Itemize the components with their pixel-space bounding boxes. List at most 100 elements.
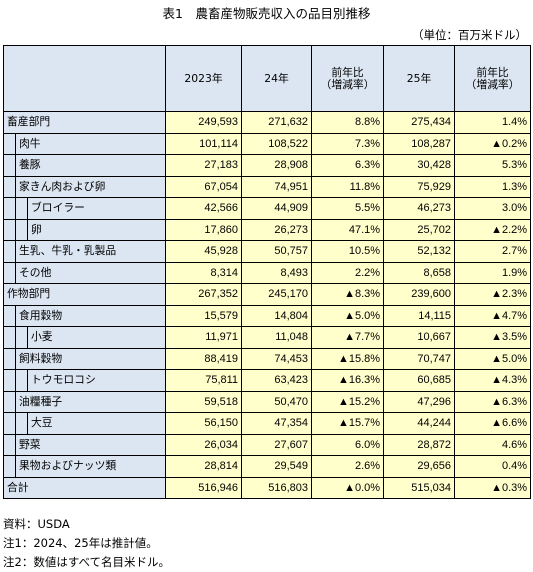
row-label: 肉牛	[14, 132, 167, 155]
cell-growth-25: ▲2.3%	[454, 283, 532, 306]
cell-growth-24: 6.0%	[311, 433, 385, 456]
row-label: 作物部門	[2, 283, 167, 306]
cell-growth-24: 11.8%	[311, 175, 385, 198]
row-label: その他	[14, 261, 167, 284]
cell-growth-25: 1.4%	[454, 111, 532, 134]
cell-2023: 101,114	[165, 132, 243, 155]
header-25: 25年	[383, 45, 456, 112]
indent-cell	[15, 369, 28, 392]
cell-growth-24: ▲8.3%	[311, 283, 385, 306]
cell-2023: 249,593	[165, 111, 243, 134]
cell-growth-25: 5.3%	[454, 154, 532, 177]
cell-growth-24: 7.3%	[311, 132, 385, 155]
row-label: 畜産部門	[2, 111, 167, 134]
cell-growth-24: ▲15.7%	[311, 412, 385, 435]
cell-growth-24: 47.1%	[311, 218, 385, 241]
cell-24: 108,522	[241, 132, 313, 155]
table-row: その他 8,314 8,493 2.2% 8,658 1.9%	[3, 261, 532, 284]
cell-2023: 26,034	[165, 433, 243, 456]
indent-cell	[15, 218, 28, 241]
cell-25: 44,244	[383, 412, 456, 435]
cell-2023: 11,971	[165, 326, 243, 349]
cell-25: 30,428	[383, 154, 456, 177]
cell-24: 245,170	[241, 283, 313, 306]
row-label: 生乳、牛乳・乳製品	[14, 240, 167, 263]
table-row: 果物およびナッツ類 28,814 29,549 2.6% 29,656 0.4%	[3, 455, 532, 478]
cell-24: 44,909	[241, 197, 313, 220]
table-row: 小麦 11,971 11,048 ▲7.7% 10,667 ▲3.5%	[3, 326, 532, 349]
table-row: 作物部門 267,352 245,170 ▲8.3% 239,600 ▲2.3%	[2, 283, 532, 306]
cell-25: 275,434	[383, 111, 456, 134]
row-label: 合計	[2, 476, 167, 499]
row-label: 家きん肉および卵	[14, 175, 167, 198]
header-growth-25: 前年比 （増減率）	[454, 45, 532, 112]
indent-cell	[3, 218, 16, 241]
cell-2023: 27,183	[165, 154, 243, 177]
cell-growth-24: 5.5%	[311, 197, 385, 220]
cell-growth-25: ▲0.2%	[454, 132, 532, 155]
header-2023: 2023年	[165, 45, 243, 112]
cell-2023: 15,579	[165, 304, 243, 327]
cell-growth-24: 10.5%	[311, 240, 385, 263]
table-row: 畜産部門 249,593 271,632 8.8% 275,434 1.4%	[2, 111, 532, 134]
indent-cell	[3, 261, 16, 284]
header-row: 2023年 24年 前年比 （増減率） 25年 前年比 （増減率）	[2, 45, 532, 112]
cell-2023: 67,054	[165, 175, 243, 198]
cell-25: 47,296	[383, 390, 456, 413]
indent-cell	[3, 390, 16, 413]
unit-label: （単位：百万米ドル）	[412, 28, 527, 42]
table-row-total: 合計 516,946 516,803 ▲0.0% 515,034 ▲0.3%	[2, 476, 532, 499]
indent-cell	[3, 175, 16, 198]
cell-24: 271,632	[241, 111, 313, 134]
cell-growth-25: ▲3.5%	[454, 326, 532, 349]
cell-24: 14,804	[241, 304, 313, 327]
indent-cell	[3, 455, 16, 478]
header-growth-24: 前年比 （増減率）	[311, 45, 385, 112]
table-row: 大豆 56,150 47,354 ▲15.7% 44,244 ▲6.6%	[3, 412, 532, 435]
header-24: 24年	[241, 45, 313, 112]
cell-growth-25: 3.0%	[454, 197, 532, 220]
cell-24: 47,354	[241, 412, 313, 435]
row-label: 油糧種子	[14, 390, 167, 413]
cell-growth-24: 2.2%	[311, 261, 385, 284]
cell-growth-24: ▲7.7%	[311, 326, 385, 349]
table-row: 生乳、牛乳・乳製品 45,928 50,757 10.5% 52,132 2.7…	[3, 240, 532, 263]
table-row: 卵 17,860 26,273 47.1% 25,702 ▲2.2%	[3, 218, 532, 241]
indent-cell	[15, 326, 28, 349]
cell-2023: 59,518	[165, 390, 243, 413]
cell-25: 70,747	[383, 347, 456, 370]
cell-25: 60,685	[383, 369, 456, 392]
indent-cell	[3, 240, 16, 263]
cell-25: 515,034	[383, 476, 456, 499]
cell-25: 108,287	[383, 132, 456, 155]
cell-25: 25,702	[383, 218, 456, 241]
row-label: 卵	[26, 218, 167, 241]
indent-cell	[3, 433, 16, 456]
table-row: トウモロコシ 75,811 63,423 ▲16.3% 60,685 ▲4.3%	[3, 369, 532, 392]
cell-25: 29,656	[383, 455, 456, 478]
cell-2023: 17,860	[165, 218, 243, 241]
cell-growth-25: 2.7%	[454, 240, 532, 263]
note-1: 注1：2024、25年は推計値。	[3, 536, 158, 550]
note-2: 注2：数値はすべて名目米ドル。	[3, 555, 171, 569]
source-note: 資料：USDA	[3, 517, 70, 531]
indent-cell	[3, 347, 16, 370]
header-item-cell	[2, 45, 167, 112]
cell-growth-25: ▲4.7%	[454, 304, 532, 327]
cell-25: 14,115	[383, 304, 456, 327]
cell-growth-24: 8.8%	[311, 111, 385, 134]
cell-2023: 516,946	[165, 476, 243, 499]
indent-cell	[3, 132, 16, 155]
cell-25: 46,273	[383, 197, 456, 220]
cell-growth-24: ▲16.3%	[311, 369, 385, 392]
cell-growth-25: ▲6.3%	[454, 390, 532, 413]
cell-2023: 75,811	[165, 369, 243, 392]
cell-growth-25: ▲4.3%	[454, 369, 532, 392]
indent-cell	[3, 197, 16, 220]
cell-2023: 28,814	[165, 455, 243, 478]
cell-2023: 88,419	[165, 347, 243, 370]
indent-cell	[3, 154, 16, 177]
cell-growth-24: ▲5.0%	[311, 304, 385, 327]
cell-25: 28,872	[383, 433, 456, 456]
cell-24: 11,048	[241, 326, 313, 349]
